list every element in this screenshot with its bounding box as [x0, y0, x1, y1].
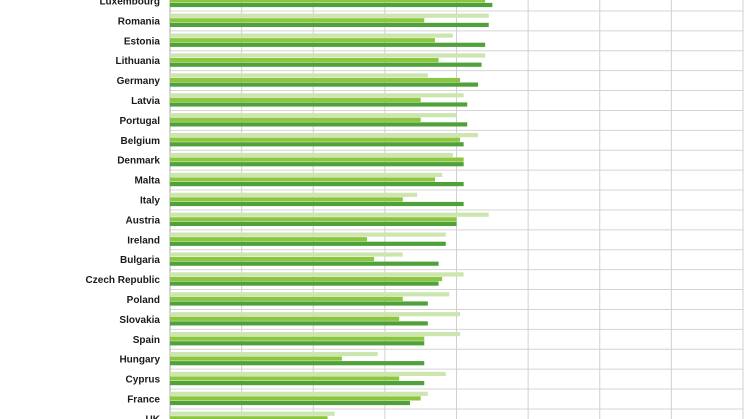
- bar-luxembourg-series-3: [170, 2, 493, 8]
- bar-malta-series-1: [170, 172, 443, 177]
- category-label: France: [127, 395, 160, 406]
- category-label: Slovakia: [119, 315, 160, 326]
- bar-belgium-series-1: [170, 133, 478, 138]
- bar-belgium-series-3: [170, 142, 464, 147]
- bar-bulgaria-series-2: [170, 257, 375, 262]
- category-label: Portugal: [119, 116, 160, 127]
- category-label: Denmark: [117, 156, 160, 167]
- bar-spain-series-2: [170, 336, 425, 341]
- bar-slovakia-series-3: [170, 321, 428, 326]
- category-label: Cyprus: [126, 375, 161, 386]
- bar-austria-series-1: [170, 212, 489, 217]
- bar-cyprus-series-1: [170, 371, 446, 376]
- category-label: Austria: [126, 215, 161, 226]
- bars: [170, 0, 493, 419]
- category-label: Belgium: [121, 136, 161, 147]
- bar-denmark-series-3: [170, 162, 464, 167]
- category-label: Germany: [117, 76, 161, 87]
- bar-portugal-series-3: [170, 122, 468, 127]
- bar-france-series-3: [170, 400, 410, 406]
- bar-lithuania-series-2: [170, 58, 439, 63]
- bar-romania-series-2: [170, 18, 425, 23]
- category-label: Poland: [127, 295, 160, 306]
- bar-germany-series-3: [170, 82, 478, 87]
- bar-austria-series-3: [170, 221, 457, 226]
- bar-italy-series-3: [170, 201, 464, 207]
- bar-ireland-series-3: [170, 241, 446, 246]
- category-label: Italy: [140, 196, 160, 207]
- bar-latvia-series-1: [170, 93, 464, 98]
- bar-czech-republic-series-3: [170, 281, 439, 286]
- category-label: Bulgaria: [120, 255, 160, 266]
- category-label: UK: [146, 414, 161, 419]
- category-label: Malta: [134, 176, 160, 187]
- category-label: Czech Republic: [86, 275, 161, 286]
- bar-lithuania-series-3: [170, 62, 482, 67]
- bar-france-series-1: [170, 391, 428, 396]
- bar-belgium-series-2: [170, 137, 461, 142]
- bar-denmark-series-1: [170, 152, 453, 158]
- bar-portugal-series-1: [170, 113, 457, 118]
- bar-estonia-series-3: [170, 42, 486, 47]
- bar-hungary-series-3: [170, 361, 425, 366]
- bar-bulgaria-series-1: [170, 252, 403, 257]
- category-label: Hungary: [119, 355, 160, 366]
- category-labels: Luxembourg Romania Estonia Lithuania Germany…: [86, 0, 161, 419]
- bar-uk-series-1: [170, 411, 335, 416]
- bar-cyprus-series-3: [170, 381, 425, 386]
- bar-hungary-series-1: [170, 351, 378, 357]
- category-label: Luxembourg: [99, 0, 160, 8]
- bar-estonia-series-2: [170, 38, 436, 43]
- bar-latvia-series-2: [170, 97, 421, 102]
- category-label: Latvia: [131, 96, 160, 107]
- bar-denmark-series-2: [170, 157, 464, 162]
- bar-romania-series-3: [170, 22, 489, 27]
- bar-slovakia-series-2: [170, 316, 400, 321]
- bar-slovakia-series-1: [170, 312, 461, 317]
- bar-estonia-series-1: [170, 33, 453, 38]
- bar-italy-series-1: [170, 192, 418, 197]
- bar-romania-series-1: [170, 13, 489, 18]
- bar-czech-republic-series-2: [170, 276, 443, 282]
- bar-poland-series-3: [170, 301, 428, 306]
- bar-poland-series-2: [170, 296, 403, 301]
- bar-ireland-series-1: [170, 232, 446, 237]
- category-label: Romania: [118, 16, 161, 27]
- bar-germany-series-2: [170, 77, 461, 83]
- category-label: Ireland: [127, 235, 160, 246]
- bar-hungary-series-2: [170, 356, 342, 361]
- bar-france-series-2: [170, 396, 421, 401]
- bar-ireland-series-2: [170, 237, 367, 242]
- bar-malta-series-3: [170, 182, 464, 187]
- bar-italy-series-2: [170, 197, 403, 202]
- bar-lithuania-series-1: [170, 53, 486, 58]
- category-label: Spain: [133, 335, 160, 346]
- bar-latvia-series-3: [170, 102, 468, 107]
- bar-germany-series-1: [170, 73, 428, 78]
- bar-austria-series-2: [170, 217, 457, 222]
- gridlines: [169, 0, 744, 419]
- bar-cyprus-series-2: [170, 376, 400, 381]
- bar-spain-series-1: [170, 332, 461, 337]
- bar-bulgaria-series-3: [170, 261, 439, 266]
- bar-malta-series-2: [170, 177, 436, 182]
- category-label: Estonia: [124, 36, 161, 47]
- bar-portugal-series-2: [170, 117, 421, 122]
- bar-spain-series-3: [170, 341, 425, 346]
- bar-luxembourg-series-2: [170, 0, 486, 3]
- category-label: Lithuania: [116, 56, 161, 67]
- bar-poland-series-1: [170, 292, 450, 297]
- bar-czech-republic-series-1: [170, 272, 464, 277]
- bar-uk-series-2: [170, 416, 328, 419]
